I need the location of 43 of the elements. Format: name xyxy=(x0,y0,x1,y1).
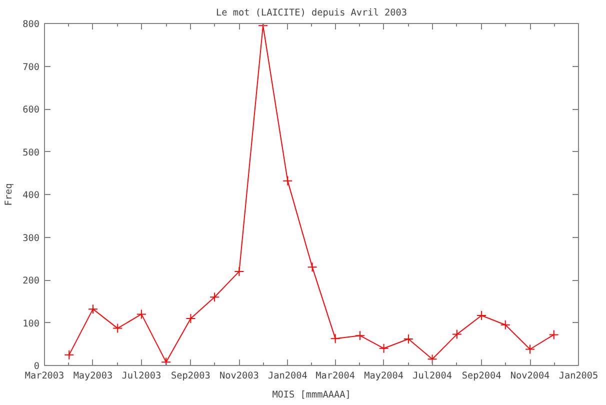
x-tick-label: Jan2004 xyxy=(268,370,308,382)
x-tick-label: Jul2003 xyxy=(122,370,162,382)
y-tick-label: 700 xyxy=(22,62,40,73)
point xyxy=(403,334,414,344)
x-tick-label: May2004 xyxy=(364,370,404,382)
y-tick-label: 400 xyxy=(22,190,40,201)
point xyxy=(112,323,123,334)
point xyxy=(500,320,510,330)
x-axis-title: MOIS [mmmAAAA] xyxy=(272,390,351,400)
point xyxy=(88,304,98,314)
x-tick-label: May2003 xyxy=(73,370,113,382)
point xyxy=(476,310,487,320)
x-tick-label: Nov2003 xyxy=(220,370,259,382)
y-tick-label: 100 xyxy=(22,318,40,330)
point xyxy=(307,262,318,272)
point xyxy=(210,292,220,302)
point xyxy=(378,343,389,354)
y-tick-label: 600 xyxy=(22,104,40,116)
point xyxy=(548,330,559,340)
x-tick-label: Jul2004 xyxy=(412,370,452,382)
y-tick-label: 800 xyxy=(22,19,40,30)
y-tick-label: 0 xyxy=(34,361,40,372)
x-tick-label: Sep2003 xyxy=(171,370,210,382)
y-tick-label: 500 xyxy=(22,147,40,158)
y-tick-label: 200 xyxy=(22,276,40,286)
y-tick-label: 300 xyxy=(22,232,40,244)
point xyxy=(161,357,172,366)
point xyxy=(525,344,536,354)
x-tick-label: Mar2003 xyxy=(24,370,64,382)
x-tick-label: Nov2004 xyxy=(510,370,550,382)
x-tick-label: Mar2004 xyxy=(316,370,356,382)
point xyxy=(234,266,244,276)
point xyxy=(330,334,340,344)
point xyxy=(64,350,74,360)
point xyxy=(354,330,365,341)
point xyxy=(136,309,146,320)
point xyxy=(282,176,293,186)
point xyxy=(186,313,196,324)
point xyxy=(452,329,462,340)
x-tick-label: Jan2005 xyxy=(558,370,598,382)
x-tick-label: Sep2004 xyxy=(462,370,502,382)
chart-title: Le mot (LAICITE) depuis Avril 2003 xyxy=(216,8,407,18)
y-axis-title: Freq xyxy=(4,183,15,206)
